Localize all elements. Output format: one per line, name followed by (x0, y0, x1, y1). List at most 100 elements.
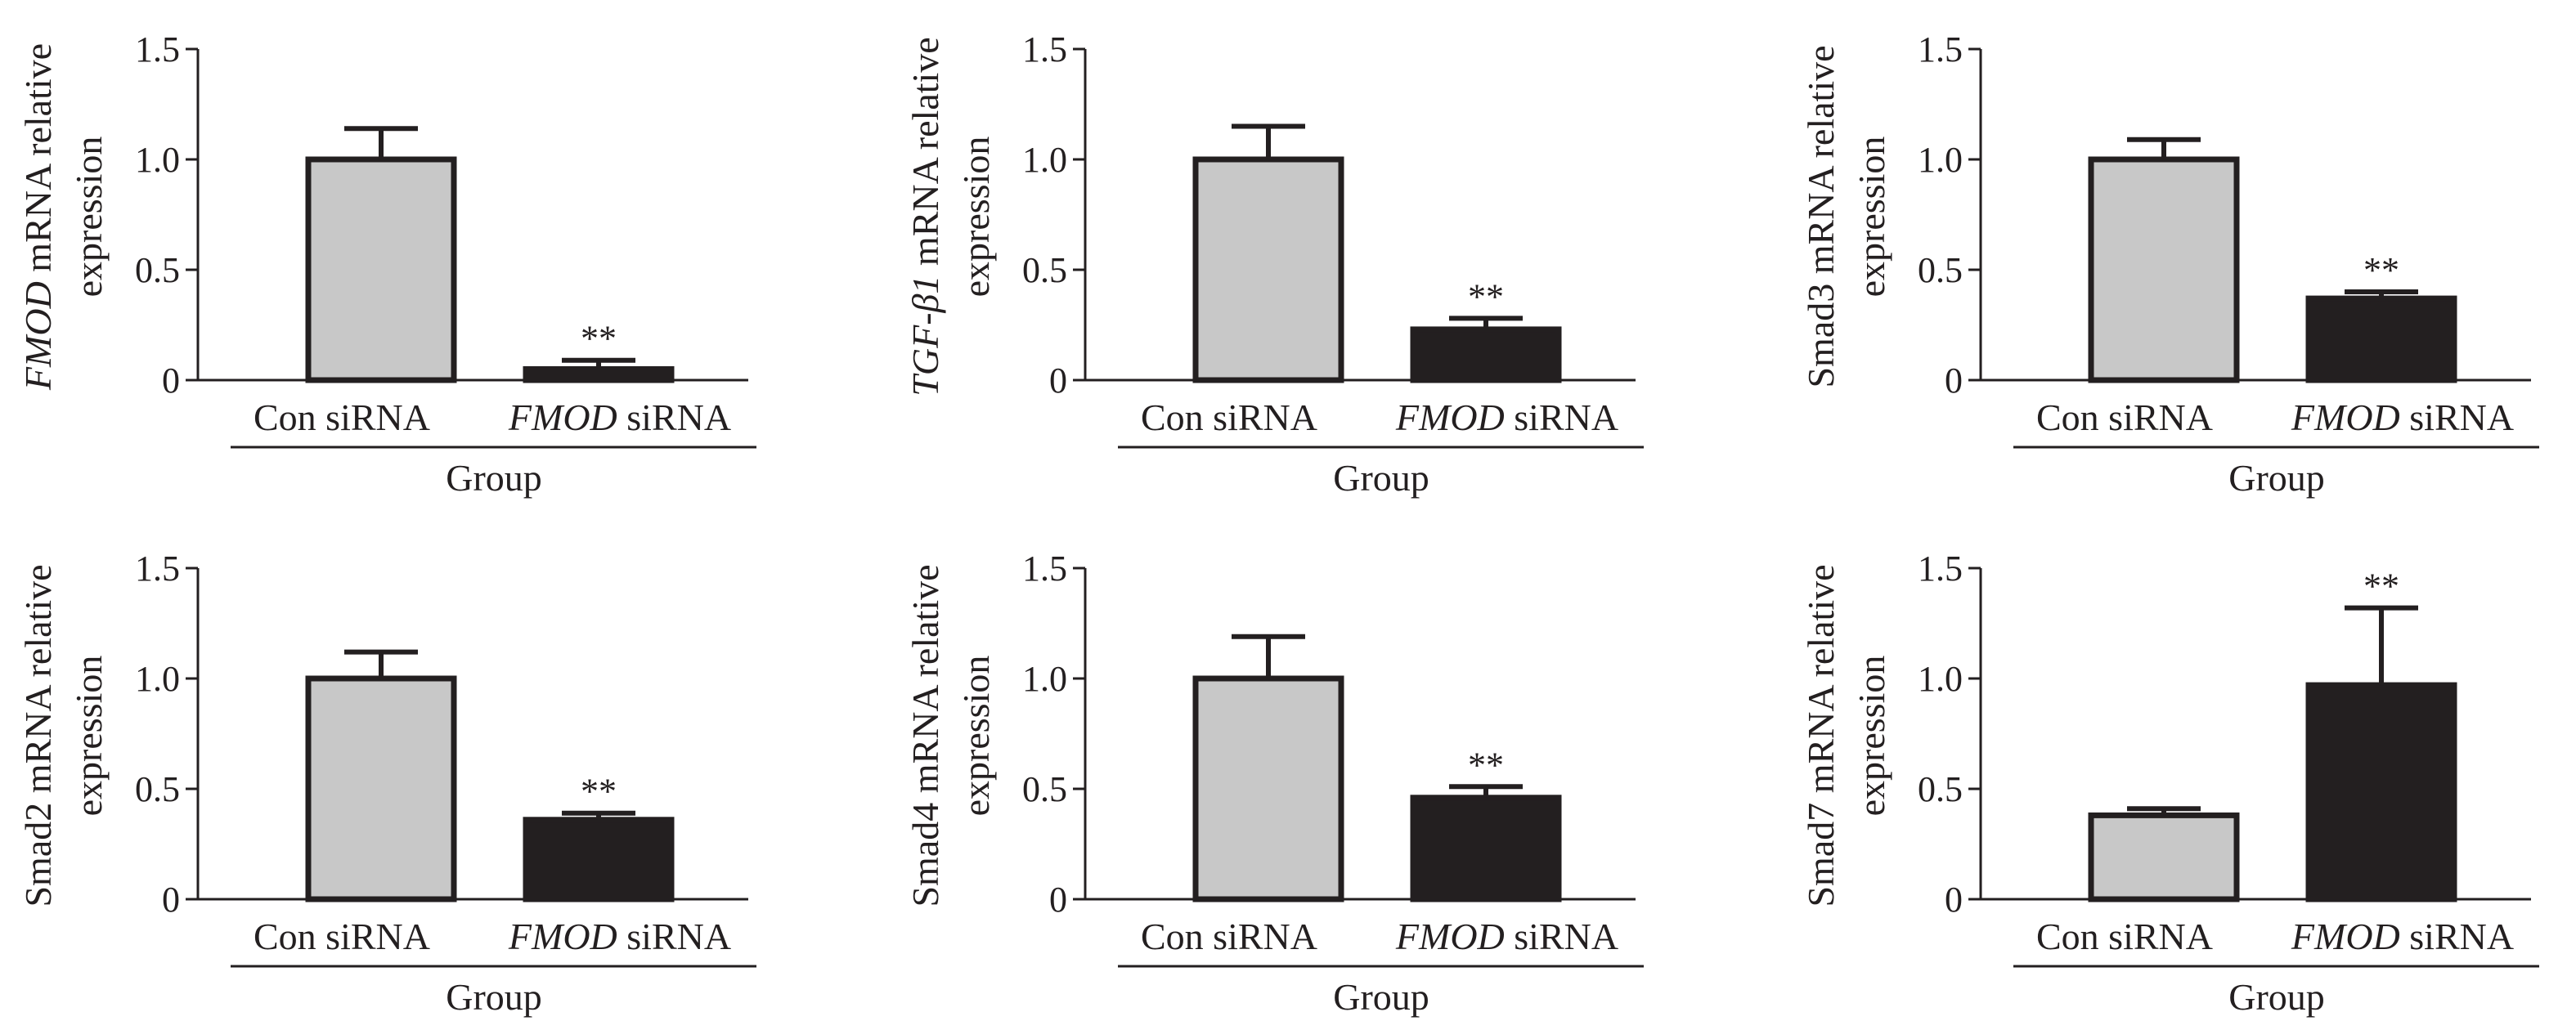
chart-panel-5: 0 0.5 1.0 1.5 Smad4 mRNA relative expression *… (904, 549, 1644, 1018)
y-axis-title-text: Smad7 mRNA relative (1800, 564, 1842, 907)
category-label: FMOD siRNA (2291, 916, 2514, 957)
y-tick-label: 1.5 (1918, 549, 1963, 589)
category-label-text: siRNA (1505, 916, 1618, 957)
y-axis-title-text: Smad3 mRNA relative (1800, 45, 1842, 387)
chart-panel-1: 0 0.5 1.0 1.5 FMOD mRNA relative expression **… (17, 29, 756, 499)
significance-mark: ** (2363, 250, 2399, 290)
bar-con-sirna (1192, 675, 1344, 902)
x-axis-title: Group (1333, 457, 1429, 499)
category-label-text: siRNA (1505, 396, 1618, 438)
y-tick-label: 1.0 (1022, 140, 1067, 180)
category-label-text: Con siRNA (1141, 396, 1317, 438)
category-label: Con siRNA (1141, 396, 1317, 438)
y-tick-label: 1.0 (1022, 659, 1067, 699)
y-tick-label: 0.5 (1022, 250, 1067, 290)
y-tick-label: 0 (162, 880, 180, 920)
y-tick-label: 0.5 (1918, 769, 1963, 809)
y-axis-title-italic: TGF-β1 (904, 275, 946, 396)
significance-mark: ** (581, 319, 617, 359)
bar-fmod-sirna (2305, 295, 2457, 383)
category-label: Con siRNA (254, 916, 430, 957)
category-label-italic: FMOD (2291, 396, 2400, 438)
y-axis-title-text: Smad2 mRNA relative (17, 564, 59, 907)
y-axis-title: TGF-β1 mRNA relative (904, 37, 946, 396)
bar-fmod-sirna (523, 366, 675, 383)
category-label-text: Con siRNA (254, 396, 430, 438)
bar-fmod-sirna (1410, 795, 1562, 902)
y-tick-label: 0 (1049, 880, 1067, 920)
category-label-text: siRNA (2400, 396, 2514, 438)
category-label-italic: FMOD (508, 916, 617, 957)
y-tick-label: 1.0 (1918, 140, 1963, 180)
bar-con-sirna (305, 675, 457, 902)
x-axis-title: Group (446, 457, 542, 499)
category-label-italic: FMOD (1395, 396, 1505, 438)
y-axis-title-line2: expression (68, 656, 110, 817)
y-tick-label: 0 (162, 360, 180, 401)
category-label-italic: FMOD (2291, 916, 2400, 957)
y-axis-title: Smad7 mRNA relative (1800, 564, 1842, 907)
category-label-text: Con siRNA (2036, 396, 2213, 438)
category-label-text: siRNA (617, 916, 731, 957)
chart-panel-4: 0 0.5 1.0 1.5 Smad2 mRNA relative expression *… (17, 549, 756, 1018)
y-tick-label: 1.5 (1918, 29, 1963, 69)
category-label: FMOD siRNA (508, 396, 731, 438)
y-axis-title-line2: expression (68, 137, 110, 298)
category-label-italic: FMOD (508, 396, 617, 438)
category-label-text: Con siRNA (1141, 916, 1317, 957)
category-label: FMOD siRNA (1395, 396, 1618, 438)
y-tick-label: 1.5 (135, 549, 180, 589)
category-label-text: siRNA (2400, 916, 2514, 957)
category-label: Con siRNA (2036, 916, 2213, 957)
y-axis-title-text: Smad4 mRNA relative (904, 564, 946, 907)
y-tick-label: 0 (1945, 880, 1963, 920)
y-axis-title-line2: expression (1851, 137, 1892, 298)
y-axis-title: Smad4 mRNA relative (904, 564, 946, 907)
y-tick-label: 1.0 (135, 140, 180, 180)
chart-panel-3: 0 0.5 1.0 1.5 Smad3 mRNA relative expression *… (1800, 29, 2539, 499)
category-label: FMOD siRNA (1395, 916, 1618, 957)
significance-mark: ** (581, 772, 617, 812)
category-label-text: Con siRNA (2036, 916, 2213, 957)
y-tick-label: 0.5 (135, 769, 180, 809)
bar-con-sirna (2088, 812, 2240, 902)
y-axis-title-text: mRNA relative (904, 37, 946, 275)
y-tick-label: 1.5 (1022, 29, 1067, 69)
chart-panel-2: 0 0.5 1.0 1.5 TGF-β1 mRNA relative expression… (904, 29, 1644, 499)
category-label: Con siRNA (1141, 916, 1317, 957)
category-label-italic: FMOD (1395, 916, 1505, 957)
category-label: Con siRNA (2036, 396, 2213, 438)
significance-mark: ** (1468, 276, 1504, 316)
y-axis-title-line2: expression (955, 656, 997, 817)
chart-panel-6: 0 0.5 1.0 1.5 Smad7 mRNA relative expression *… (1800, 549, 2539, 1018)
category-label-text: siRNA (617, 396, 731, 438)
y-axis-title-line2: expression (1851, 656, 1892, 817)
y-tick-label: 1.0 (1918, 659, 1963, 699)
y-tick-label: 1.5 (135, 29, 180, 69)
bar-con-sirna (305, 156, 457, 383)
significance-mark: ** (2363, 566, 2399, 607)
bar-fmod-sirna (523, 817, 675, 902)
y-axis-title-italic: FMOD (17, 281, 59, 391)
x-axis-title: Group (2228, 976, 2325, 1018)
category-label: Con siRNA (254, 396, 430, 438)
y-axis-title-line2: expression (955, 137, 997, 298)
x-axis-title: Group (2228, 457, 2325, 499)
y-tick-label: 1.5 (1022, 549, 1067, 589)
y-tick-label: 1.0 (135, 659, 180, 699)
bar-fmod-sirna (1410, 326, 1562, 383)
significance-mark: ** (1468, 745, 1504, 785)
x-axis-title: Group (446, 976, 542, 1018)
y-tick-label: 0 (1945, 360, 1963, 401)
y-tick-label: 0.5 (1918, 250, 1963, 290)
bar-con-sirna (1192, 156, 1344, 383)
y-axis-title-text: mRNA relative (17, 43, 59, 281)
y-tick-label: 0.5 (1022, 769, 1067, 809)
bar-con-sirna (2088, 156, 2240, 383)
bar-fmod-sirna (2305, 682, 2457, 902)
y-tick-label: 0.5 (135, 250, 180, 290)
x-axis-title: Group (1333, 976, 1429, 1018)
y-axis-title: Smad3 mRNA relative (1800, 45, 1842, 387)
category-label-text: Con siRNA (254, 916, 430, 957)
